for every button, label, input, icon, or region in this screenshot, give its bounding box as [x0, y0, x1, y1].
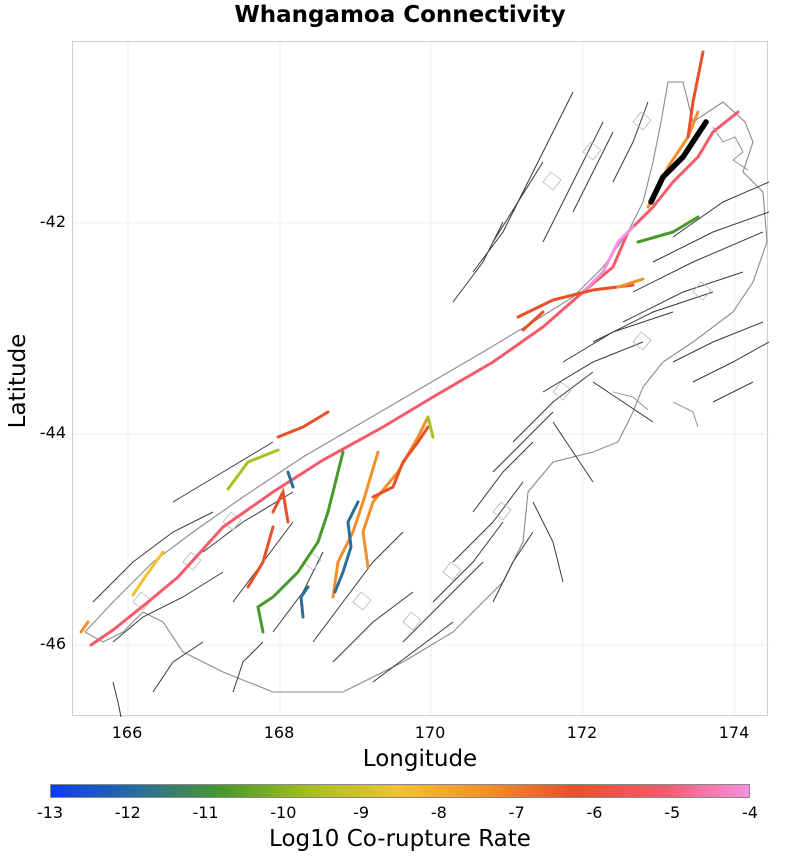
fault-orange-south-a: [271, 487, 290, 524]
map-panel[interactable]: [72, 41, 769, 717]
fault-hope: [516, 283, 635, 319]
fault-map: [73, 42, 769, 717]
colorbar-tick: -11: [192, 803, 219, 822]
fault-subsections: [132, 111, 712, 631]
fault-orange-sw: [79, 620, 90, 634]
colorbar-tick: -7: [508, 803, 525, 822]
x-tick-172: 172: [566, 723, 598, 742]
fault-green-south: [256, 450, 345, 634]
x-tick-174: 174: [718, 723, 750, 742]
fault-source-whangamoa: [648, 119, 709, 205]
fault-orange-south-b: [246, 525, 275, 589]
grid-lines: [73, 42, 769, 717]
corupture-faults: [79, 50, 740, 647]
fault-hope-orange: [616, 277, 645, 289]
colorbar-title: Log10 Co-rupture Rate: [269, 826, 531, 852]
colorbar-tick: -10: [270, 803, 297, 822]
y-tick-neg46: -46: [39, 634, 66, 653]
colorbar-tick: -6: [586, 803, 603, 822]
background-faults: [92, 91, 769, 717]
colorbar-tick: -13: [36, 803, 64, 822]
fault-awatere: [636, 215, 700, 244]
fault-wh-west-orange: [276, 410, 330, 439]
fault-blue-south: [299, 585, 310, 619]
x-tick-166: 166: [111, 723, 143, 742]
fault-green-east: [426, 415, 435, 439]
fault-orange-east: [361, 415, 430, 569]
fault-wairau-red: [686, 50, 705, 139]
alpine-fault-north: [581, 225, 635, 294]
y-tick-neg42: -42: [39, 212, 66, 231]
alpine-fault: [89, 110, 740, 647]
colorbar-tick: -4: [742, 803, 758, 822]
colorbar-tick: -9: [353, 803, 370, 822]
x-axis-label: Longitude: [362, 746, 478, 772]
y-axis-label: Latitude: [5, 333, 31, 429]
coastline-detail: [612, 126, 749, 428]
x-tick-168: 168: [263, 723, 295, 742]
fault-blue-mid: [333, 500, 360, 594]
fault-red-east: [371, 425, 430, 499]
fault-orange-mid: [331, 450, 380, 599]
x-tick-170: 170: [414, 723, 446, 742]
y-tick-neg44: -44: [39, 423, 66, 442]
colorbar-tick: -8: [430, 803, 447, 822]
colorbar-tick: -5: [664, 803, 681, 822]
fault-yellow-sw: [131, 550, 165, 597]
colorbar: [50, 784, 750, 798]
fault-wh-west-green: [226, 448, 280, 491]
fault-wh-blue: [286, 470, 295, 489]
coastline: [84, 81, 768, 693]
fault-hope-west: [521, 310, 545, 332]
chart-title: Whangamoa Connectivity: [234, 2, 566, 28]
colorbar-tick: -12: [114, 803, 141, 822]
